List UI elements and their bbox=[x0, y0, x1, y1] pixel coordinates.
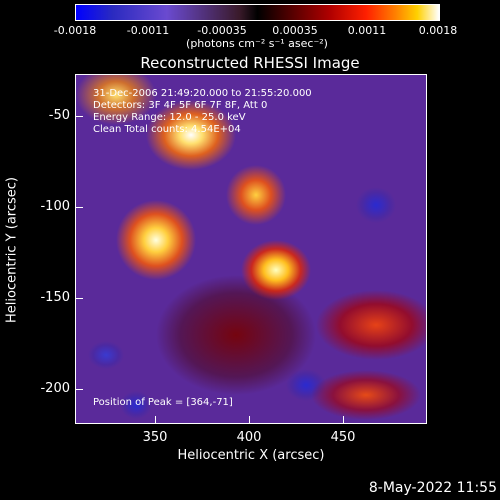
info-clean: Clean Total counts: 4.54E+04 bbox=[93, 124, 241, 135]
colorbar-tick: 0.00035 bbox=[272, 24, 318, 37]
y-tick-mark bbox=[75, 116, 83, 117]
plot-title: Reconstructed RHESSI Image bbox=[140, 54, 360, 72]
x-tick-mark bbox=[343, 416, 344, 424]
y-tick-mark bbox=[75, 298, 83, 299]
y-tick-label: -50 bbox=[48, 108, 70, 123]
x-axis-label: Heliocentric X (arcsec) bbox=[177, 448, 325, 463]
info-energy: Energy Range: 12.0 - 25.0 keV bbox=[93, 112, 246, 123]
colorbar-tick: -0.00035 bbox=[197, 24, 247, 37]
y-tick-mark bbox=[75, 389, 83, 390]
info-detectors: Detectors: 3F 4F 5F 6F 7F 8F, Att 0 bbox=[93, 100, 268, 111]
x-tick-label: 400 bbox=[236, 430, 262, 445]
y-tick-label: -150 bbox=[40, 290, 70, 305]
x-tick-label: 450 bbox=[330, 430, 356, 445]
colorbar bbox=[75, 4, 440, 21]
y-tick-label: -200 bbox=[40, 381, 70, 396]
info-time: 31-Dec-2006 21:49:20.000 to 21:55:20.000 bbox=[93, 88, 312, 99]
info-peak: Position of Peak = [364,-71] bbox=[93, 397, 233, 408]
rhessi-image bbox=[75, 74, 427, 424]
y-tick-mark bbox=[75, 207, 83, 208]
colorbar-tick: -0.0011 bbox=[126, 24, 170, 37]
y-axis-label: Heliocentric Y (arcsec) bbox=[4, 177, 20, 323]
x-tick-mark bbox=[155, 416, 156, 424]
colorbar-tick: 0.0018 bbox=[418, 24, 458, 37]
footer-timestamp: 8-May-2022 11:55 bbox=[368, 480, 497, 496]
colorbar-tick: -0.0018 bbox=[53, 24, 97, 37]
colorbar-tick: 0.0011 bbox=[347, 24, 387, 37]
x-tick-mark bbox=[249, 416, 250, 424]
y-tick-label: -100 bbox=[40, 199, 70, 214]
colorbar-units: (photons cm⁻² s⁻¹ asec⁻²) bbox=[186, 37, 328, 50]
x-tick-label: 350 bbox=[142, 430, 168, 445]
